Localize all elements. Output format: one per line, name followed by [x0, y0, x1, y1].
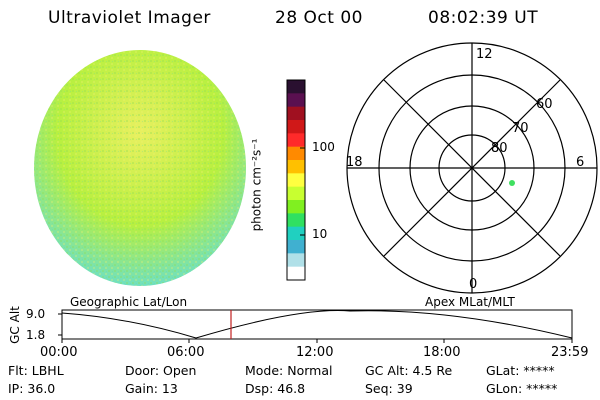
timeline-ytick-9: 9.0 [26, 307, 46, 321]
timeline-ytick-1-8: 1.8 [26, 328, 46, 342]
colorbar-unit-label: photon cm⁻²s⁻¹ [249, 138, 264, 232]
colorbar-segment [287, 240, 305, 254]
timeline-axis-label: GC Alt [7, 306, 22, 344]
uv-image [34, 50, 246, 286]
colorbar-segment [287, 226, 305, 241]
color-scale-bar [287, 80, 305, 281]
info-dsp: Dsp: 46.8 [245, 381, 306, 396]
colorbar-tick-10: 10 [312, 227, 328, 241]
info-ip: IP: 36.0 [8, 381, 56, 396]
colorbar-segment [287, 213, 305, 228]
timeline-xtick-0000: 00:00 [40, 345, 78, 360]
timeline-xtick-1800: 18:00 [423, 345, 461, 360]
info-mode: Mode: Normal [245, 363, 333, 378]
time-label: 08:02:39 UT [428, 8, 539, 28]
info-door: Door: Open [125, 363, 197, 378]
timeline-xtick-0600: 06:00 [167, 345, 205, 360]
polar-data-point [509, 180, 515, 186]
colorbar-segment [287, 133, 305, 148]
info-filter: Flt: LBHL [8, 363, 64, 378]
colorbar-segment [287, 173, 305, 188]
polar-plot [346, 42, 598, 294]
colorbar-segment [287, 160, 305, 174]
info-glat: GLat: ***** [486, 363, 555, 378]
date-label: 28 Oct 00 [275, 8, 363, 28]
colorbar-segment [287, 106, 305, 121]
colorbar-tick-100: 100 [312, 140, 335, 154]
timeline-xtick-1200: 12:00 [296, 345, 334, 360]
altitude-timeline [58, 309, 573, 343]
colorbar-segment [287, 146, 305, 161]
colorbar-segment [287, 266, 305, 281]
colorbar-segment [287, 186, 305, 201]
polar-label-18: 18 [346, 155, 363, 170]
polar-label-6: 6 [576, 155, 585, 170]
info-gc-alt: GC Alt: 4.5 Re [365, 363, 453, 378]
colorbar-segment [287, 253, 305, 268]
colorbar-segment [287, 80, 305, 94]
colorbar-segment [287, 200, 305, 214]
info-gain: Gain: 13 [125, 381, 178, 396]
polar-ring-80: 80 [491, 141, 508, 156]
colorbar-segment [287, 120, 305, 134]
polar-ring-70: 70 [512, 121, 529, 136]
timeline-right-title: Apex MLat/MLT [425, 295, 515, 309]
polar-label-12: 12 [476, 47, 493, 62]
polar-ring-60: 60 [536, 97, 553, 112]
polar-label-0: 0 [469, 277, 478, 292]
info-seq: Seq: 39 [365, 381, 413, 396]
colorbar-segment [287, 93, 305, 108]
timeline-xtick-2359: 23:59 [551, 345, 589, 360]
timeline-left-title: Geographic Lat/Lon [70, 295, 188, 309]
instrument-title: Ultraviolet Imager [48, 8, 211, 28]
info-glon: GLon: ***** [486, 381, 558, 396]
